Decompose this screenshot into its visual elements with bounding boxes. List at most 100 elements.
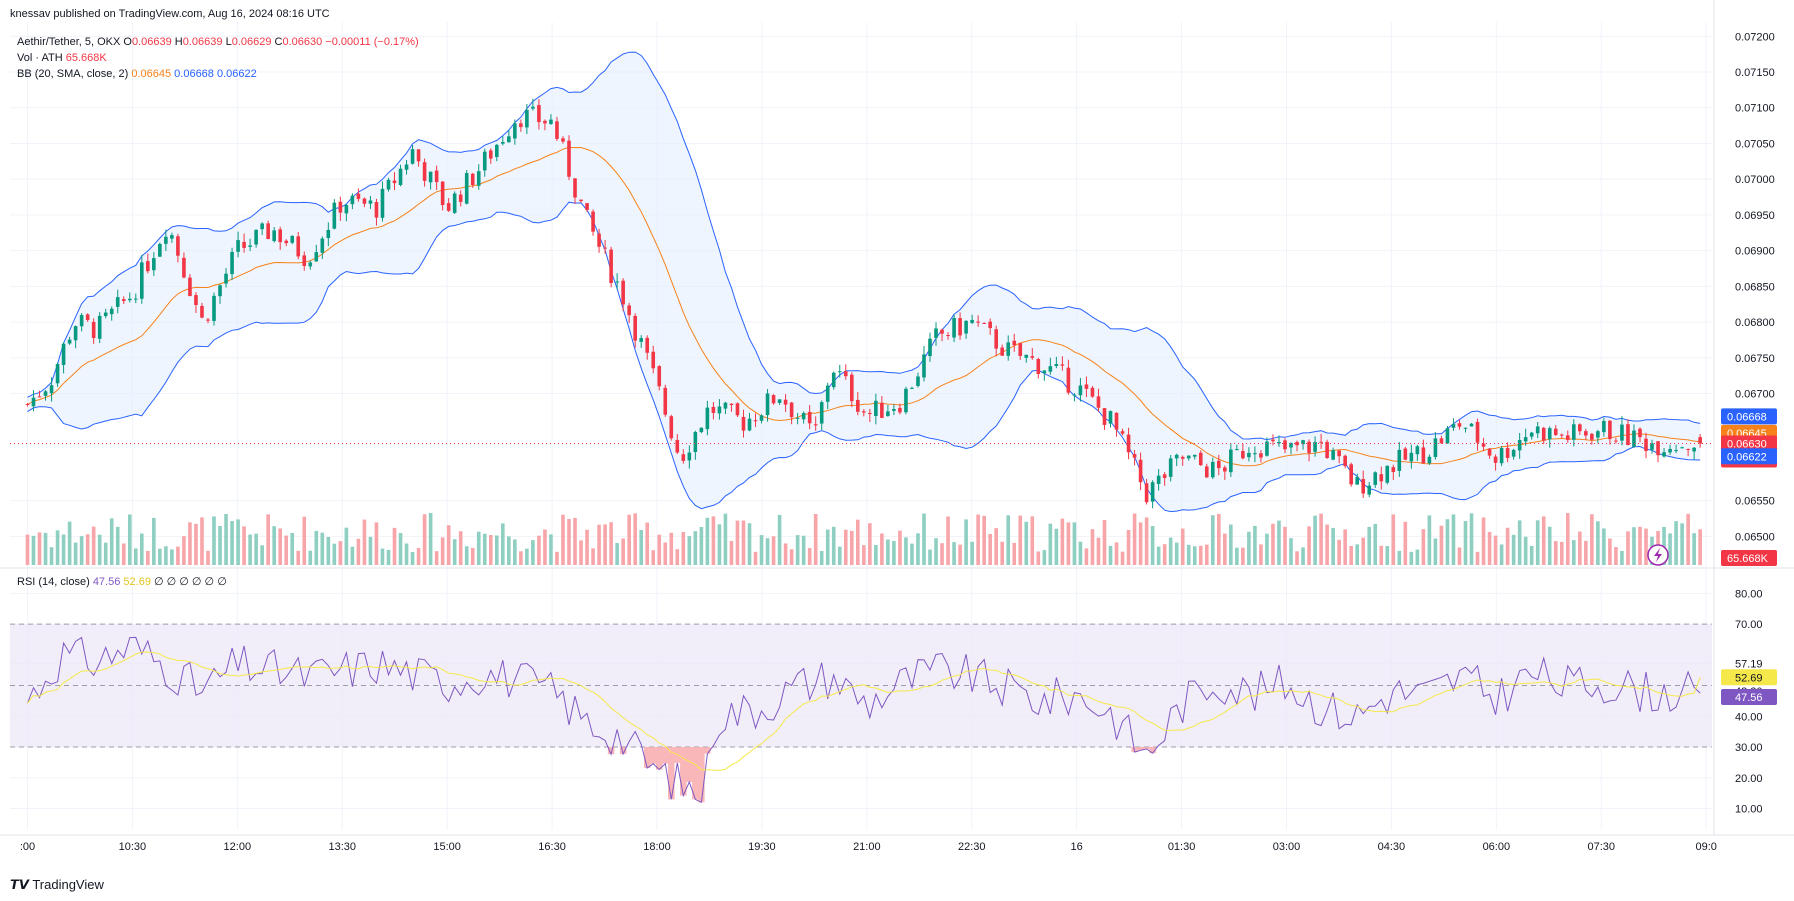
volume-bar (970, 541, 974, 565)
volume-bar (1078, 541, 1083, 565)
volume-label[interactable]: Vol · ATH (17, 52, 63, 64)
volume-bar (922, 513, 926, 565)
candle-body (1108, 411, 1113, 424)
candle-body (127, 298, 132, 301)
volume-bar (771, 536, 776, 565)
candle-body (428, 171, 433, 183)
volume-bar (1614, 547, 1618, 565)
candle-body (1235, 449, 1239, 451)
volume-bar (1210, 515, 1215, 565)
volume-bar (31, 535, 36, 565)
candle-body (1644, 438, 1648, 451)
candle-body (1018, 343, 1023, 356)
candle-body (464, 173, 469, 204)
volume-bar (946, 516, 950, 565)
symbol-title[interactable]: Aethir/Tether, 5, OKX (17, 36, 121, 48)
price-axis[interactable]: 0.07200 0.07150 0.07100 0.07050 0.07000 0.069… (1713, 0, 1777, 835)
volume-bar (194, 523, 198, 565)
candle-body (934, 328, 938, 338)
volume-bar (1457, 547, 1462, 565)
volume-bar (398, 533, 403, 565)
price-tick-label: 0.07150 (1735, 67, 1775, 79)
candle-body (507, 136, 511, 143)
volume-bar (952, 542, 956, 565)
volume-bar (115, 526, 120, 565)
bb-basis-value: 0.06645 (131, 68, 172, 80)
candle-body (73, 326, 78, 341)
candle-body (1553, 428, 1558, 435)
volume-bar (591, 548, 595, 565)
candle-body (597, 233, 601, 247)
volume-bar (880, 533, 884, 565)
volume-bar (1547, 526, 1552, 565)
volume-bar (464, 546, 469, 565)
rsi-oversold-fill (607, 747, 1156, 803)
volume-bar (91, 526, 96, 565)
candle-body (452, 193, 457, 213)
candle-body (1662, 452, 1666, 457)
volume-bar (446, 525, 451, 565)
time-axis[interactable]: :00 10:30 12:00 13:30 15:00 16:30 18:00 19:30 21… (0, 834, 1794, 853)
volume-bar (940, 543, 944, 565)
volume-bar (868, 523, 872, 565)
candle-body (1463, 427, 1468, 429)
volume-bar (801, 535, 806, 565)
lightning-icon[interactable] (1647, 544, 1669, 566)
volume-bar (1553, 541, 1558, 565)
volume-bar (1156, 546, 1161, 565)
volume-bar (1102, 520, 1107, 565)
volume-bar (843, 529, 848, 565)
volume-bar (669, 532, 674, 565)
volume-bar (1259, 544, 1263, 565)
volume-bar (422, 514, 427, 565)
candle-body (1511, 449, 1516, 457)
volume-legend: Vol · ATH 65.668K (17, 52, 107, 64)
candle-body (543, 120, 547, 124)
candle-body (356, 193, 361, 199)
volume-bar (440, 537, 445, 565)
candle-body (1523, 437, 1528, 442)
volume-bar (1415, 549, 1420, 565)
volume-bar (1602, 528, 1606, 565)
bb-label[interactable]: BB (20, SMA, close, 2) (17, 68, 129, 80)
volume-bar (831, 526, 836, 565)
volume-bar (982, 515, 986, 565)
volume-bar (1343, 529, 1347, 565)
volume-bar (1620, 550, 1624, 565)
volume-bar (729, 541, 734, 565)
price-tick-label: 0.06500 (1735, 531, 1775, 543)
volume-bar (1000, 541, 1005, 565)
rsi-axis[interactable]: 80.0070.0057.1948.2040.0030.0020.0010.00… (1721, 588, 1777, 815)
candle-body (1325, 441, 1329, 458)
volume-bar (1036, 551, 1041, 565)
volume-bar (1349, 545, 1353, 565)
candle-body (1241, 451, 1245, 459)
volume-bar (97, 534, 102, 565)
candle-body (1036, 359, 1041, 374)
volume-bar (1644, 528, 1648, 565)
volume-bar (1048, 523, 1053, 565)
candle-body (591, 211, 595, 232)
volume-bar (170, 549, 174, 565)
volume-bar (1084, 548, 1089, 565)
rsi-ma-badge-bg (1721, 669, 1777, 686)
volume-bar (152, 517, 156, 565)
volume-bar (1584, 540, 1588, 565)
candle-body (910, 387, 914, 389)
volume-bar (1475, 551, 1480, 565)
volume-bar (639, 530, 644, 565)
volume-bar (807, 548, 812, 565)
volume-bar (410, 551, 415, 565)
candle-body (392, 180, 397, 184)
volume-bar (1012, 542, 1017, 565)
candle-body (1337, 450, 1341, 457)
candle-body (958, 318, 962, 336)
candle-body (1210, 461, 1215, 478)
volume-bar (1325, 524, 1329, 565)
candle-body (952, 317, 956, 338)
rsi-label[interactable]: RSI (14, close) (17, 576, 90, 588)
volume-bar (1680, 523, 1684, 565)
tradingview-logo[interactable]: 𝙏𝙑 TradingView (10, 877, 104, 893)
rsi-line (27, 636, 1701, 804)
